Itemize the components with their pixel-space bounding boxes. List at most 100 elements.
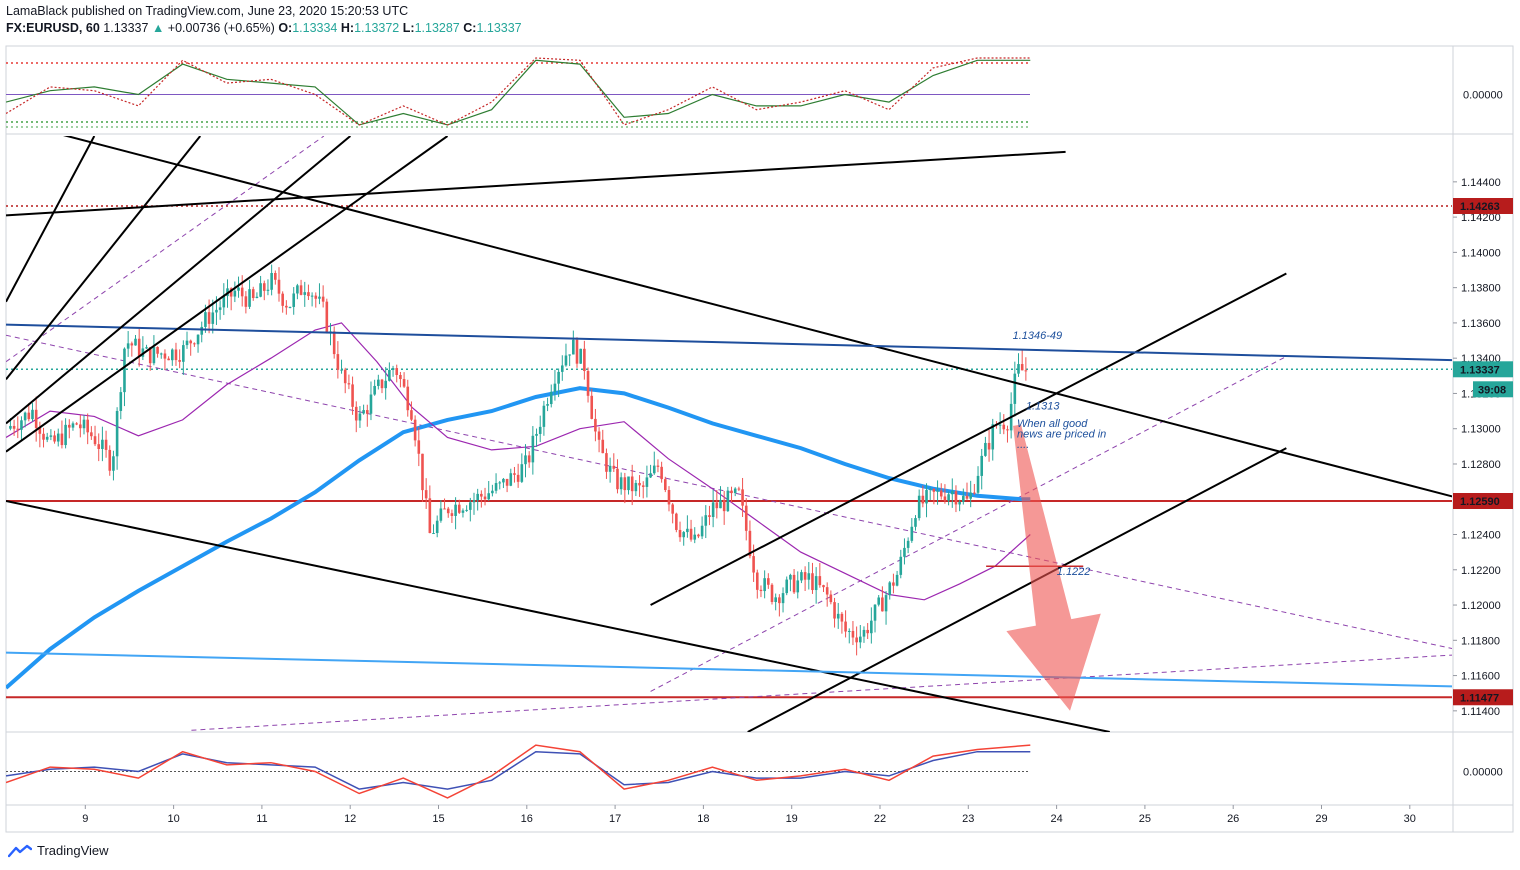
candle-body bbox=[193, 343, 196, 345]
candle-body bbox=[638, 482, 641, 486]
candle-body bbox=[917, 495, 921, 519]
candle-body bbox=[229, 288, 233, 297]
trend-line[interactable] bbox=[6, 651, 1516, 688]
candle-body bbox=[288, 306, 292, 308]
price-label-text: 1.11477 bbox=[1460, 692, 1499, 704]
low-value: 1.13287 bbox=[414, 21, 460, 35]
candle-body bbox=[939, 490, 943, 497]
candle-body bbox=[502, 478, 505, 483]
trend-line[interactable] bbox=[6, 136, 202, 380]
candle-body bbox=[737, 488, 741, 490]
candle-body bbox=[417, 440, 421, 454]
trend-line[interactable] bbox=[6, 136, 96, 303]
candle-body bbox=[774, 597, 777, 602]
candle-body bbox=[12, 425, 16, 429]
candle-body bbox=[498, 482, 502, 484]
candle-body bbox=[733, 488, 737, 494]
price-chart[interactable]: 1.11400 1.11600 1.11800 1.12000 1.12200 1.124… bbox=[0, 0, 1520, 843]
candle-body bbox=[531, 435, 535, 463]
x-tick-label: 26 bbox=[1227, 813, 1239, 825]
y-tick-label: 1.11600 bbox=[1461, 671, 1500, 683]
trend-line[interactable] bbox=[747, 447, 1287, 732]
y-tick-label: 1.11800 bbox=[1461, 635, 1500, 647]
candle-body bbox=[527, 455, 531, 463]
candle-body bbox=[259, 283, 262, 297]
candle-body bbox=[818, 576, 822, 586]
price-label-text: 1.13337 bbox=[1460, 364, 1500, 376]
trend-line[interactable] bbox=[6, 136, 449, 453]
y-tick-label: 1.14000 bbox=[1461, 247, 1501, 259]
trend-line[interactable] bbox=[6, 323, 1516, 362]
annotation-text[interactable]: 1.1313 bbox=[1026, 400, 1061, 412]
candle-body bbox=[597, 431, 601, 440]
candle-body bbox=[145, 347, 148, 349]
candle-body bbox=[90, 432, 93, 437]
candle-body bbox=[119, 392, 123, 411]
candle-body bbox=[748, 530, 752, 557]
top-osc-zero-label: 0.00000 bbox=[1463, 90, 1503, 102]
x-tick-label: 16 bbox=[521, 813, 533, 825]
candle-body bbox=[866, 629, 869, 634]
trend-line[interactable] bbox=[650, 272, 1287, 606]
y-tick-label: 1.14400 bbox=[1461, 177, 1501, 189]
trend-line[interactable] bbox=[6, 150, 1066, 217]
footer-brand[interactable]: TradingView bbox=[37, 843, 109, 858]
x-tick-label: 22 bbox=[874, 813, 886, 825]
candle-body bbox=[204, 312, 207, 327]
dashed-trend-line[interactable] bbox=[6, 136, 325, 363]
tradingview-logo-icon[interactable] bbox=[8, 844, 32, 858]
candle-body bbox=[299, 285, 303, 295]
open-value: 1.13334 bbox=[292, 21, 338, 35]
candle-body bbox=[64, 424, 67, 446]
candle-body bbox=[847, 630, 851, 632]
candle-body bbox=[656, 465, 660, 467]
down-arrow-icon[interactable] bbox=[1006, 424, 1101, 711]
candle-body bbox=[822, 585, 825, 588]
candle-body bbox=[987, 442, 991, 450]
candle-body bbox=[814, 576, 818, 591]
candle-body bbox=[60, 433, 64, 446]
annotation-text[interactable]: 1.1222 bbox=[1057, 566, 1091, 578]
change-up-icon: ▲ bbox=[151, 21, 165, 35]
close-value: 1.13337 bbox=[476, 21, 522, 35]
candle-body bbox=[962, 495, 965, 502]
candle-body bbox=[906, 540, 910, 548]
trend-line[interactable] bbox=[6, 500, 1110, 732]
candle-body bbox=[377, 379, 380, 386]
candle-body bbox=[410, 410, 413, 420]
candle-body bbox=[888, 582, 892, 596]
symbol-label[interactable]: FX:EURUSD, 60 bbox=[6, 21, 100, 35]
annotation-text[interactable]: When all good bbox=[1017, 418, 1088, 430]
candle-body bbox=[664, 479, 667, 490]
candle-body bbox=[612, 465, 616, 469]
annotation-text[interactable]: .... bbox=[1017, 439, 1029, 451]
bottom-osc-red-line bbox=[6, 744, 1031, 799]
top-osc-red-line bbox=[6, 57, 1031, 126]
trend-line[interactable] bbox=[6, 136, 352, 425]
candle-body bbox=[895, 574, 899, 586]
candle-body bbox=[744, 505, 748, 531]
candle-body bbox=[170, 349, 174, 361]
trend-line[interactable] bbox=[6, 120, 1463, 499]
candle-body bbox=[572, 339, 575, 355]
annotation-text[interactable]: news are priced in bbox=[1017, 429, 1106, 441]
candle-body bbox=[421, 453, 424, 491]
candle-body bbox=[803, 572, 807, 580]
candle-body bbox=[358, 413, 362, 421]
dashed-trend-line[interactable] bbox=[6, 334, 1463, 651]
candle-body bbox=[726, 490, 730, 512]
dashed-trend-line[interactable] bbox=[191, 654, 1463, 731]
candle-body bbox=[833, 602, 836, 619]
candle-body bbox=[870, 620, 873, 634]
candle-body bbox=[792, 574, 796, 593]
candle-body bbox=[93, 436, 97, 445]
candle-body bbox=[932, 488, 936, 492]
countdown-badge bbox=[1473, 381, 1513, 398]
annotation-text[interactable]: 1.1346-49 bbox=[1013, 330, 1063, 342]
candle-body bbox=[277, 279, 281, 294]
candle-body bbox=[53, 435, 56, 442]
candle-body bbox=[251, 289, 255, 299]
chart-frame bbox=[5, 45, 1514, 833]
dashed-trend-line[interactable] bbox=[650, 355, 1287, 692]
candle-body bbox=[700, 525, 704, 537]
